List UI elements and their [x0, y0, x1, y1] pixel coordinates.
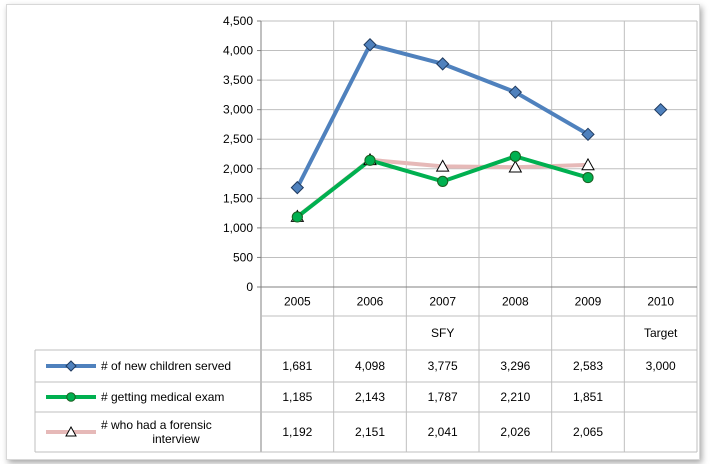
x-tick-label: 2005 [284, 295, 311, 309]
data-point [581, 157, 595, 171]
legend-key-marker [66, 392, 76, 402]
data-table-cell: 1,787 [428, 390, 458, 404]
data-table-cell: 2,583 [573, 359, 603, 373]
data-table-cell: 2,143 [355, 390, 385, 404]
data-table-cell: 2,065 [573, 425, 603, 439]
y-tick-label: 4,500 [223, 14, 253, 28]
x-group-label: Target [644, 326, 678, 340]
x-tick-label: 2008 [502, 295, 529, 309]
legend-key-marker [65, 360, 77, 372]
data-point [509, 150, 521, 162]
y-tick-label: 3,500 [223, 73, 253, 87]
data-point [435, 57, 450, 71]
data-point [437, 175, 449, 187]
y-tick-label: 1,000 [223, 221, 253, 235]
legend-label: # getting medical exam [101, 390, 224, 404]
data-table-cell: 2,210 [500, 390, 530, 404]
data-table-cell: 1,681 [282, 359, 312, 373]
target-point [653, 102, 668, 117]
legend-label: # of new children served [101, 359, 231, 373]
legend-key-marker [65, 425, 77, 437]
data-table-cell: 1,185 [282, 390, 312, 404]
data-table-cell: 2,151 [355, 425, 385, 439]
data-point [508, 160, 523, 173]
x-tick-label: 2009 [575, 295, 602, 309]
data-table-cell: 4,098 [355, 359, 385, 373]
y-tick-label: 0 [246, 280, 253, 294]
data-point [435, 159, 450, 172]
y-tick-label: 2,500 [223, 132, 253, 146]
x-tick-label: 2010 [647, 295, 674, 309]
y-tick-label: 4,000 [223, 44, 253, 58]
x-group-label: SFY [431, 326, 454, 340]
data-table-cell: 3,296 [500, 359, 530, 373]
y-tick-label: 3,000 [223, 103, 253, 117]
data-point [291, 211, 303, 223]
data-table-cell: 2,026 [500, 425, 530, 439]
data-point [582, 171, 594, 184]
x-tick-label: 2006 [357, 295, 384, 309]
data-point [290, 180, 305, 195]
x-tick-label: 2007 [429, 295, 456, 309]
data-table-cell: 3,000 [646, 359, 676, 373]
data-point [364, 154, 376, 166]
data-point [363, 38, 377, 52]
y-tick-label: 1,500 [223, 191, 253, 205]
data-table-cell: 3,775 [428, 359, 458, 373]
data-table-cell: 1,851 [573, 390, 603, 404]
legend-label: # who had a forensic interview [101, 418, 212, 446]
y-tick-label: 500 [233, 250, 253, 264]
data-table-cell: 2,041 [428, 425, 458, 439]
y-tick-label: 2,000 [223, 162, 253, 176]
data-point [508, 85, 523, 99]
data-point [581, 127, 595, 142]
data-table-cell: 1,192 [282, 425, 312, 439]
